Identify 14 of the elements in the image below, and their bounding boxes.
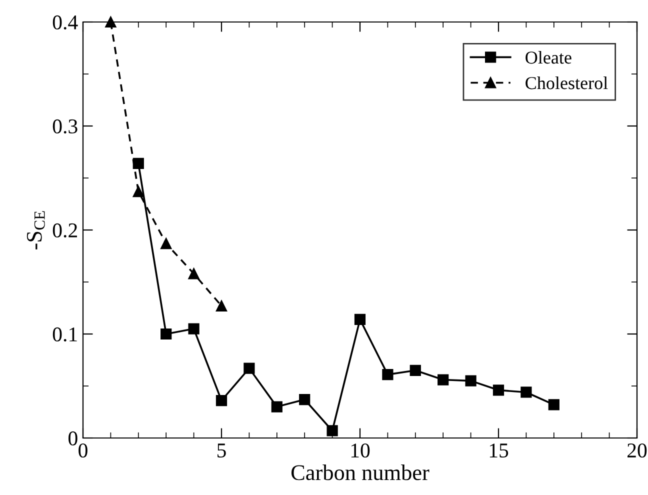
x-tick-label: 5 xyxy=(218,444,226,458)
legend-label: Cholesterol xyxy=(526,76,608,90)
x-tick-label: 10 xyxy=(351,443,370,458)
x-tick-label: 20 xyxy=(628,443,647,458)
y-axis-title: -S$_{CE}$ xyxy=(26,211,45,250)
x-tick-label: 15 xyxy=(490,444,508,458)
y-tick-label: 0.1 xyxy=(52,327,77,342)
x-axis-title: Carbon number xyxy=(291,464,430,480)
legend-label: Oleate xyxy=(526,51,572,64)
x-tick-label: 0 xyxy=(78,443,88,458)
y-tick-label: 0.3 xyxy=(52,119,78,134)
y-tick-label: 0.2 xyxy=(52,223,77,238)
y-tick-label: 0.4 xyxy=(52,15,78,30)
y-tick-label: 0 xyxy=(68,431,78,446)
